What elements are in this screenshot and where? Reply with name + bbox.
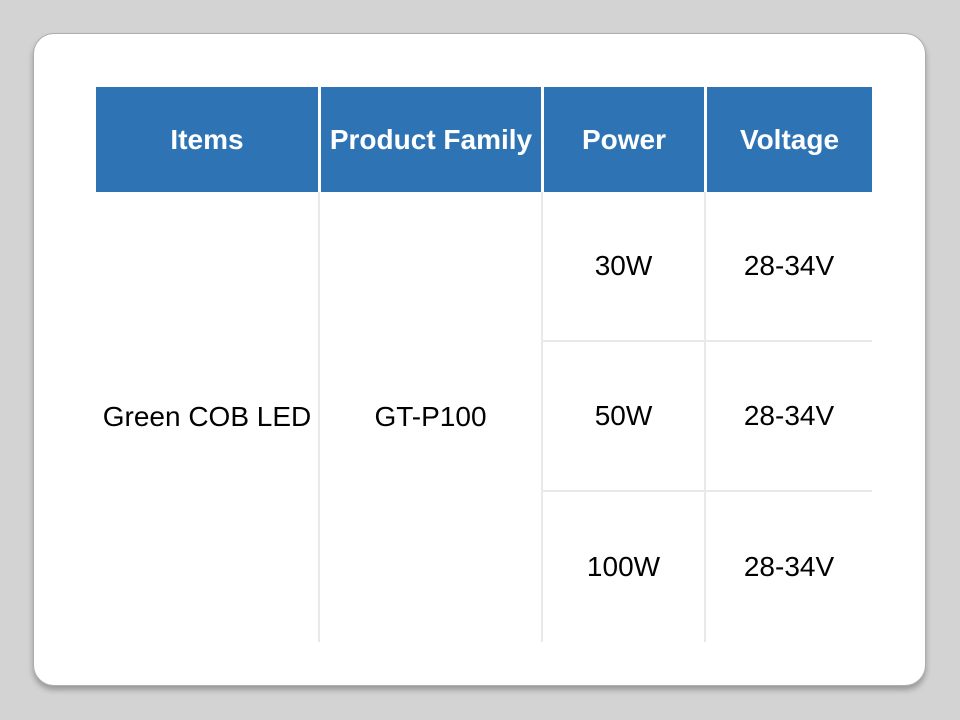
- product-table: Items Product Family Power Voltage Green…: [96, 87, 872, 642]
- voltage-cell-row1: 28-34V: [704, 192, 872, 342]
- power-cell-row2: 50W: [541, 342, 704, 492]
- content-card: Items Product Family Power Voltage Green…: [33, 33, 926, 686]
- header-cell-product-family: Product Family: [318, 87, 541, 192]
- voltage-cell-row3: 28-34V: [704, 492, 872, 642]
- power-cell-row1: 30W: [541, 192, 704, 342]
- item-name-cell: Green COB LED: [102, 401, 312, 432]
- header-cell-voltage: Voltage: [704, 87, 872, 192]
- header-cell-power: Power: [541, 87, 704, 192]
- product-family-cell: GT-P100: [318, 192, 541, 642]
- power-cell-row3: 100W: [541, 492, 704, 642]
- voltage-cell-row2: 28-34V: [704, 342, 872, 492]
- header-cell-items: Items: [96, 87, 318, 192]
